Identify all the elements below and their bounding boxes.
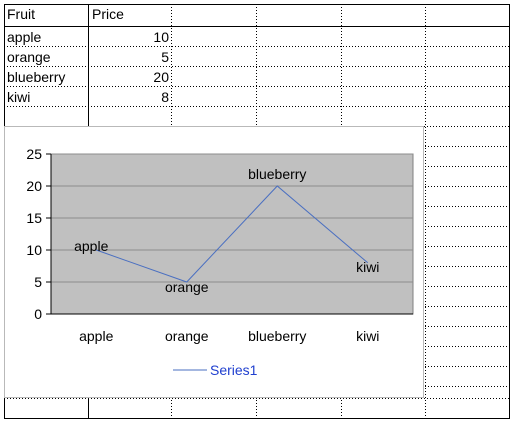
y-tick-label: 15 — [26, 210, 42, 226]
cell-fruit-3[interactable]: blueberry — [7, 69, 66, 85]
cell-price-2[interactable]: 5 — [161, 49, 169, 65]
cell-price-4[interactable]: 8 — [161, 89, 169, 105]
cell-fruit-2[interactable]: orange — [7, 49, 51, 65]
data-label: apple — [74, 238, 108, 254]
x-category-label: kiwi — [356, 328, 379, 344]
x-category-label: apple — [79, 328, 113, 344]
header-fruit[interactable]: Fruit — [7, 6, 35, 22]
y-tick-label: 25 — [26, 146, 42, 162]
cell-price-3[interactable]: 20 — [153, 69, 169, 85]
header-price[interactable]: Price — [92, 6, 124, 22]
y-tick-label: 20 — [26, 178, 42, 194]
x-category-label: orange — [165, 328, 209, 344]
y-tick-label: 5 — [34, 274, 42, 290]
data-label: orange — [165, 279, 209, 295]
data-label: kiwi — [356, 259, 379, 275]
legend-label: Series1 — [210, 362, 258, 378]
chart-canvas: 0 5 10 15 20 25 apple orange blueberry kiwi apple o… — [26, 146, 414, 378]
cell-fruit-1[interactable]: apple — [7, 29, 42, 45]
series-line — [96, 185, 369, 283]
data-label: blueberry — [248, 166, 306, 182]
y-tick-label: 10 — [26, 242, 42, 258]
cell-price-1[interactable]: 10 — [153, 29, 169, 45]
x-category-label: blueberry — [248, 328, 306, 344]
line-chart[interactable]: 0 5 10 15 20 25 apple orange blueberry kiwi apple o… — [4, 126, 424, 398]
y-tick-label: 0 — [34, 306, 42, 322]
cell-fruit-4[interactable]: kiwi — [7, 89, 31, 105]
